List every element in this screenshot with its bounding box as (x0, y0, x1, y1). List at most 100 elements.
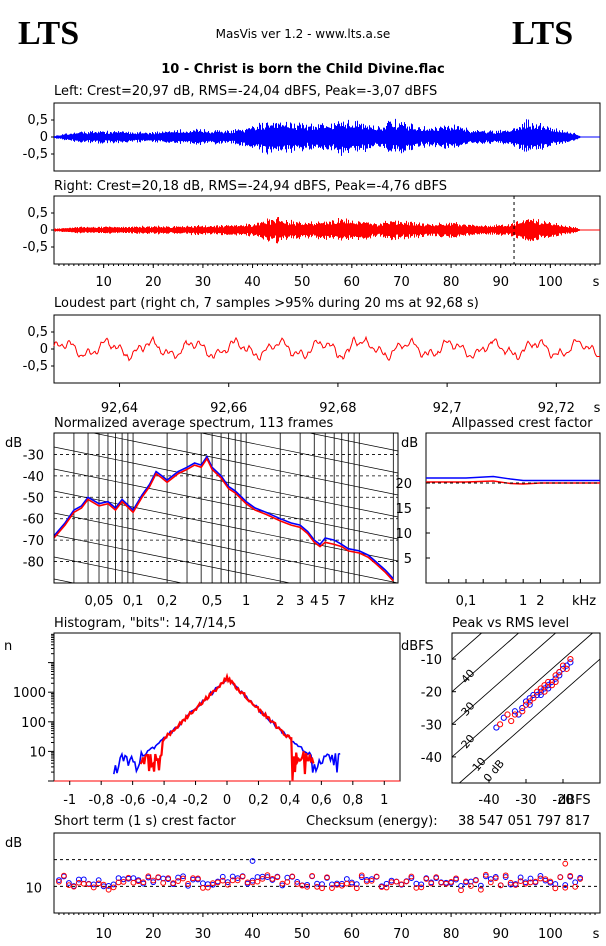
loudest-ytick-label: 0,5 (27, 325, 48, 340)
spectrum-xtick-label: 0,1 (123, 594, 144, 609)
stc-point-red (393, 878, 400, 885)
spectrum-slope-line (54, 601, 398, 671)
stc-xtick-label: 30 (195, 927, 212, 942)
pvr-point-blue (500, 714, 507, 721)
stc-xtick-label: 60 (344, 927, 361, 942)
loudest-signal (53, 335, 600, 362)
stc-point-red (95, 880, 102, 887)
pvr-point-blue (493, 724, 500, 731)
stc-point-red (234, 877, 241, 884)
spectrum-plot (54, 337, 398, 671)
spectrum-series-red (54, 457, 394, 582)
stc-point-red (259, 875, 266, 882)
pvr-point-blue (548, 678, 556, 686)
stc-point-blue (209, 881, 216, 888)
stc-xtick-label: 40 (244, 927, 261, 942)
histogram-ytick-label: 10 (29, 745, 46, 760)
stc-xtick-label: 100 (538, 927, 563, 942)
logo-right: LTS (512, 15, 573, 52)
stc-point-red (155, 874, 162, 881)
spectrum-ylabel: dB (5, 436, 22, 451)
stc-point-blue (95, 877, 102, 884)
pvr-point-red (519, 708, 526, 715)
allpassed-xtick-label: 2 (536, 594, 544, 609)
stc-point-red (552, 885, 559, 892)
allpassed-crest-title: Allpassed crest factor (452, 416, 593, 431)
stc-point-red (423, 876, 430, 882)
spectrum-slope-line (54, 337, 398, 407)
spectrum-xunit: kHz (370, 594, 394, 609)
stc-point-red (279, 880, 286, 887)
stc-point-red (428, 880, 435, 887)
time-xtick-label: 100 (538, 275, 563, 290)
pvr-point-red (504, 711, 511, 718)
time-xunit: s (593, 275, 600, 290)
pvr-point-blue (526, 695, 533, 702)
stc-point-blue (368, 876, 375, 883)
pvr-point-blue (567, 659, 574, 666)
stc-point-blue (552, 881, 559, 887)
histogram-xtick-label: 1 (380, 793, 388, 808)
pvr-point-blue (519, 704, 526, 712)
allpassed-ylabel: dB (401, 436, 418, 451)
histogram-ylabel: n (4, 639, 12, 654)
pvr-point-red (508, 717, 515, 725)
stc-point-blue (249, 858, 256, 864)
time-xtick-label: 30 (195, 275, 212, 290)
histogram-xtick-label: 0,8 (342, 793, 363, 808)
spectrum-frame (53, 432, 399, 584)
stc-point-blue (294, 878, 301, 885)
spectrum-xtick-label: 7 (338, 594, 346, 609)
allpassed-ytick-label: 10 (395, 527, 412, 542)
stc-point-red (403, 878, 410, 885)
pvr-point-blue (537, 691, 544, 699)
stc-point-blue (279, 882, 286, 889)
stc-point-blue (229, 873, 236, 880)
stc-point-red (274, 874, 281, 881)
pvr-point-blue (563, 662, 570, 669)
pvr-point-blue (530, 691, 537, 699)
stc-xunit: s (593, 927, 600, 942)
pvr-point-red (541, 688, 548, 695)
pvr-point-red (563, 665, 570, 672)
loudest-ytick-label: 0 (40, 342, 48, 357)
stc-point-blue (304, 881, 311, 888)
stc-point-red (398, 881, 405, 888)
pvr-point-blue (552, 675, 559, 682)
loudest-xtick-label: 92,7 (433, 401, 462, 416)
stc-point-red (557, 874, 564, 881)
right-waveform-ytick-label: -0,5 (23, 240, 48, 255)
spectrum-series-blue (54, 454, 394, 580)
stc-point-blue (383, 880, 390, 887)
stc-point-red (150, 877, 157, 884)
chart-layer: 0,50-0,50,50-0,510 20 30 40 50 60 70 80 90 100 s0,… (13, 102, 601, 942)
stc-point-red (324, 874, 330, 881)
histogram-xtick-label: 0 (223, 793, 231, 808)
stc-point-blue (65, 880, 72, 886)
pvr-point-red (567, 655, 574, 663)
time-xtick-label: 90 (492, 275, 509, 290)
stc-point-red (289, 873, 296, 880)
stc-point-red (542, 876, 549, 882)
stc-point-red (309, 873, 316, 879)
pvr-ytick-label: -10 (421, 653, 442, 668)
stc-point-red (353, 885, 360, 892)
stc-point-red (502, 872, 509, 879)
time-xtick-label: 20 (145, 275, 162, 290)
stc-point-blue (219, 873, 226, 880)
spectrum-slope-line (199, 433, 398, 474)
loudest-ytick-label: -0,5 (23, 359, 48, 374)
stc-point-red (75, 879, 82, 886)
pvr-diag-line (452, 633, 594, 758)
stc-point-blue (185, 882, 191, 889)
loudest-part-title: Loudest part (right ch, 7 samples >95% d… (54, 296, 479, 311)
loudest-xunit: s (594, 401, 601, 416)
spectrum-ytick-label: -60 (23, 513, 44, 528)
time-xtick-label: 50 (294, 275, 311, 290)
stc-point-blue (110, 881, 117, 888)
app-title: MasVis ver 1.2 - www.lts.a.se (216, 27, 391, 41)
stc-point-red (195, 875, 201, 882)
allpassed-xunit: kHz (572, 594, 596, 609)
pvr-point-red (526, 698, 533, 705)
pvr-point-red (534, 688, 541, 695)
